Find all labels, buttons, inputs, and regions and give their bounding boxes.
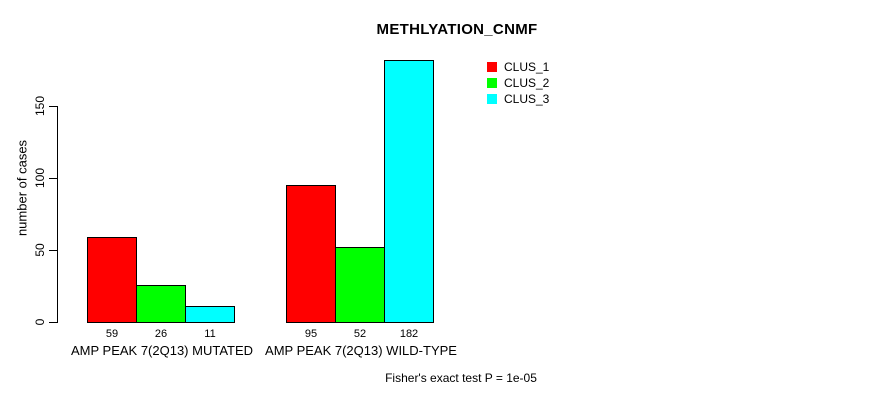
y-tick-mark — [49, 322, 57, 323]
bar-clus_2 — [136, 285, 186, 323]
y-tick-label: 100 — [33, 167, 47, 189]
y-tick-mark — [49, 250, 57, 251]
legend-label: CLUS_2 — [504, 75, 550, 90]
chart-title: METHLYATION_CNMF — [376, 21, 538, 38]
bar-value-label: 182 — [399, 328, 419, 340]
y-tick-label: 50 — [33, 243, 47, 257]
legend-row: CLUS_3 — [487, 91, 550, 106]
y-tick-label: 150 — [33, 95, 47, 117]
bar-value-label: 59 — [105, 328, 119, 340]
bar-value-label: 11 — [204, 328, 216, 340]
bar-clus_1 — [87, 237, 137, 323]
bar-clus_2 — [335, 247, 385, 323]
y-tick-mark — [49, 106, 57, 107]
legend: CLUS_1 CLUS_2 CLUS_3 — [487, 59, 550, 106]
bar-value-label: 26 — [154, 328, 168, 340]
bar-value-label: 95 — [304, 328, 318, 340]
legend-label: CLUS_3 — [504, 91, 550, 106]
legend-row: CLUS_2 — [487, 75, 550, 90]
bar-clus_3 — [185, 306, 235, 323]
bar-clus_3 — [384, 60, 434, 323]
legend-row: CLUS_1 — [487, 59, 550, 74]
y-axis-label: number of cases — [14, 139, 30, 237]
y-tick-mark — [49, 178, 57, 179]
y-tick-label: 0 — [33, 318, 47, 326]
legend-swatch-icon — [487, 93, 497, 104]
legend-label: CLUS_1 — [504, 59, 550, 74]
category-label: AMP PEAK 7(2Q13) WILD-TYPE — [265, 343, 457, 358]
legend-swatch-icon — [487, 77, 497, 88]
annotation-text: Fisher's exact test P = 1e-05 — [385, 371, 537, 385]
category-label: AMP PEAK 7(2Q13) MUTATED — [70, 343, 254, 358]
y-axis-line — [57, 106, 58, 323]
bar-value-label: 52 — [353, 328, 367, 340]
bar-clus_1 — [286, 185, 336, 323]
legend-swatch-icon — [487, 61, 497, 72]
